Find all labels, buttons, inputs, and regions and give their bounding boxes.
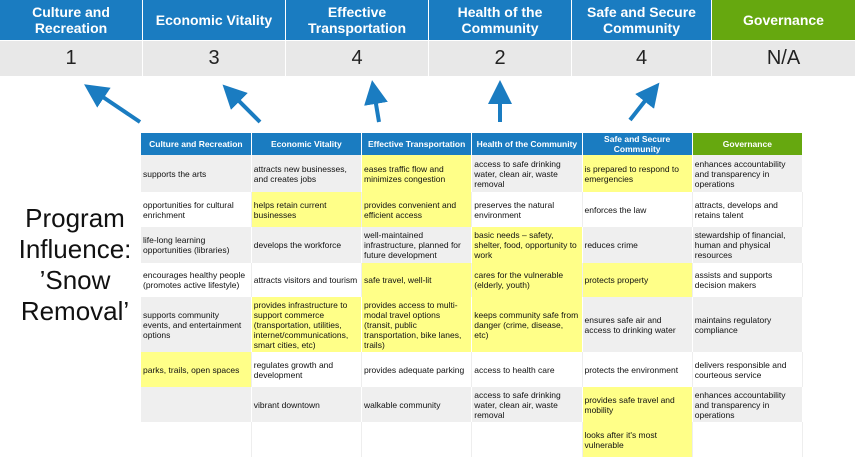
top-value: 4 — [572, 40, 712, 76]
program-influence-label: Program Influence: ’Snow Removal’ — [18, 203, 132, 326]
table-cell: keeps community safe from danger (crime,… — [471, 297, 583, 352]
table-cell: attracts visitors and tourism — [251, 263, 363, 297]
table-cell: is prepared to respond to emergencies — [582, 155, 693, 192]
table-cell — [692, 422, 804, 457]
influence-table: Culture and Recreation Economic Vitality E… — [141, 133, 804, 457]
table-cell: supports community events, and entertain… — [141, 297, 252, 352]
table-cell: access to safe drinking water, clean air… — [471, 387, 583, 422]
table-cell: attracts, develops and retains talent — [692, 192, 804, 227]
top-header: Economic Vitality — [143, 0, 286, 40]
table-cell: enhances accountability and transparency… — [692, 155, 804, 192]
table-cell: access to health care — [471, 352, 583, 387]
table-cell: cares for the vulnerable (elderly, youth… — [471, 263, 583, 297]
table-cell: encourages healthy people (promotes acti… — [141, 263, 252, 297]
top-header: Culture and Recreation — [0, 0, 143, 40]
top-header: Effective Transportation — [286, 0, 429, 40]
table-row: vibrant downtown walkable community access… — [141, 387, 804, 422]
table-cell: well-maintained infrastructure, planned … — [361, 227, 473, 263]
table-cell: provides access to multi-modal travel op… — [361, 297, 473, 352]
table-cell: provides safe travel and mobility — [582, 387, 693, 422]
table-row: looks after it's most vulnerable — [141, 422, 804, 457]
table-row: supports the arts attracts new businesses… — [141, 155, 804, 192]
table-cell: walkable community — [361, 387, 473, 422]
table-cell: life-long learning opportunities (librar… — [141, 227, 252, 263]
table-cell — [251, 422, 363, 457]
column-header: Effective Transportation — [361, 133, 473, 155]
table-cell: looks after it's most vulnerable — [582, 422, 693, 457]
table-cell: opportunities for cultural enrichment — [141, 192, 252, 227]
table-cell: provides convenient and efficient access — [361, 192, 473, 227]
table-cell: eases traffic flow and minimizes congest… — [361, 155, 473, 192]
table-cell: reduces crime — [582, 227, 693, 263]
column-header: Health of the Community — [471, 133, 583, 155]
top-value: 2 — [429, 40, 572, 76]
table-cell: safe travel, well-lit — [361, 263, 473, 297]
table-cell: stewardship of financial, human and phys… — [692, 227, 804, 263]
column-header: Safe and Secure Community — [582, 133, 693, 155]
table-cell: protects property — [582, 263, 693, 297]
table-cell: attracts new businesses, and creates job… — [251, 155, 363, 192]
top-header: Health of the Community — [429, 0, 572, 40]
arrows — [84, 80, 660, 124]
table-cell: provides infrastructure to support comme… — [251, 297, 363, 352]
table-cell — [141, 387, 252, 422]
table-cell: enhances accountability and transparency… — [692, 387, 804, 422]
table-cell — [361, 422, 473, 457]
table-cell: preserves the natural environment — [471, 192, 583, 227]
table-cell: vibrant downtown — [251, 387, 363, 422]
top-value: N/A — [712, 40, 856, 76]
table-cell: develops the workforce — [251, 227, 363, 263]
table-row: life-long learning opportunities (librar… — [141, 227, 804, 263]
table-cell: ensures safe air and access to drinking … — [582, 297, 693, 352]
table-row: supports community events, and entertain… — [141, 297, 804, 352]
table-cell: helps retain current businesses — [251, 192, 363, 227]
column-header: Economic Vitality — [251, 133, 363, 155]
table-cell: delivers responsible and courteous servi… — [692, 352, 804, 387]
top-value: 4 — [286, 40, 429, 76]
table-cell: basic needs – safety, shelter, food, opp… — [471, 227, 583, 263]
table-cell: supports the arts — [141, 155, 252, 192]
arrow-culture — [84, 84, 142, 124]
table-row: encourages healthy people (promotes acti… — [141, 263, 804, 297]
table-cell: protects the environment — [582, 352, 693, 387]
arrow-transportation — [364, 80, 388, 123]
table-cell: access to safe drinking water, clean air… — [471, 155, 583, 192]
arrow-safe — [628, 82, 660, 122]
table-cell: enforces the law — [582, 192, 693, 227]
table-row: parks, trails, open spaces regulates grow… — [141, 352, 804, 387]
top-value: 1 — [0, 40, 143, 76]
top-header: Safe and Secure Community — [572, 0, 712, 40]
table-cell: regulates growth and development — [251, 352, 363, 387]
arrow-economic — [222, 84, 262, 124]
table-cell — [141, 422, 252, 457]
table-cell: assists and supports decision makers — [692, 263, 804, 297]
table-cell: parks, trails, open spaces — [141, 352, 252, 387]
top-header: Governance — [712, 0, 856, 40]
table-cell: maintains regulatory compliance — [692, 297, 804, 352]
top-value: 3 — [143, 40, 286, 76]
column-header: Culture and Recreation — [141, 133, 252, 155]
score-summary: Culture and Recreation Economic Vitality E… — [0, 0, 856, 76]
table-cell — [471, 422, 583, 457]
table-row: opportunities for cultural enrichment hel… — [141, 192, 804, 227]
column-header: Governance — [692, 133, 804, 155]
table-cell: provides adequate parking — [361, 352, 473, 387]
